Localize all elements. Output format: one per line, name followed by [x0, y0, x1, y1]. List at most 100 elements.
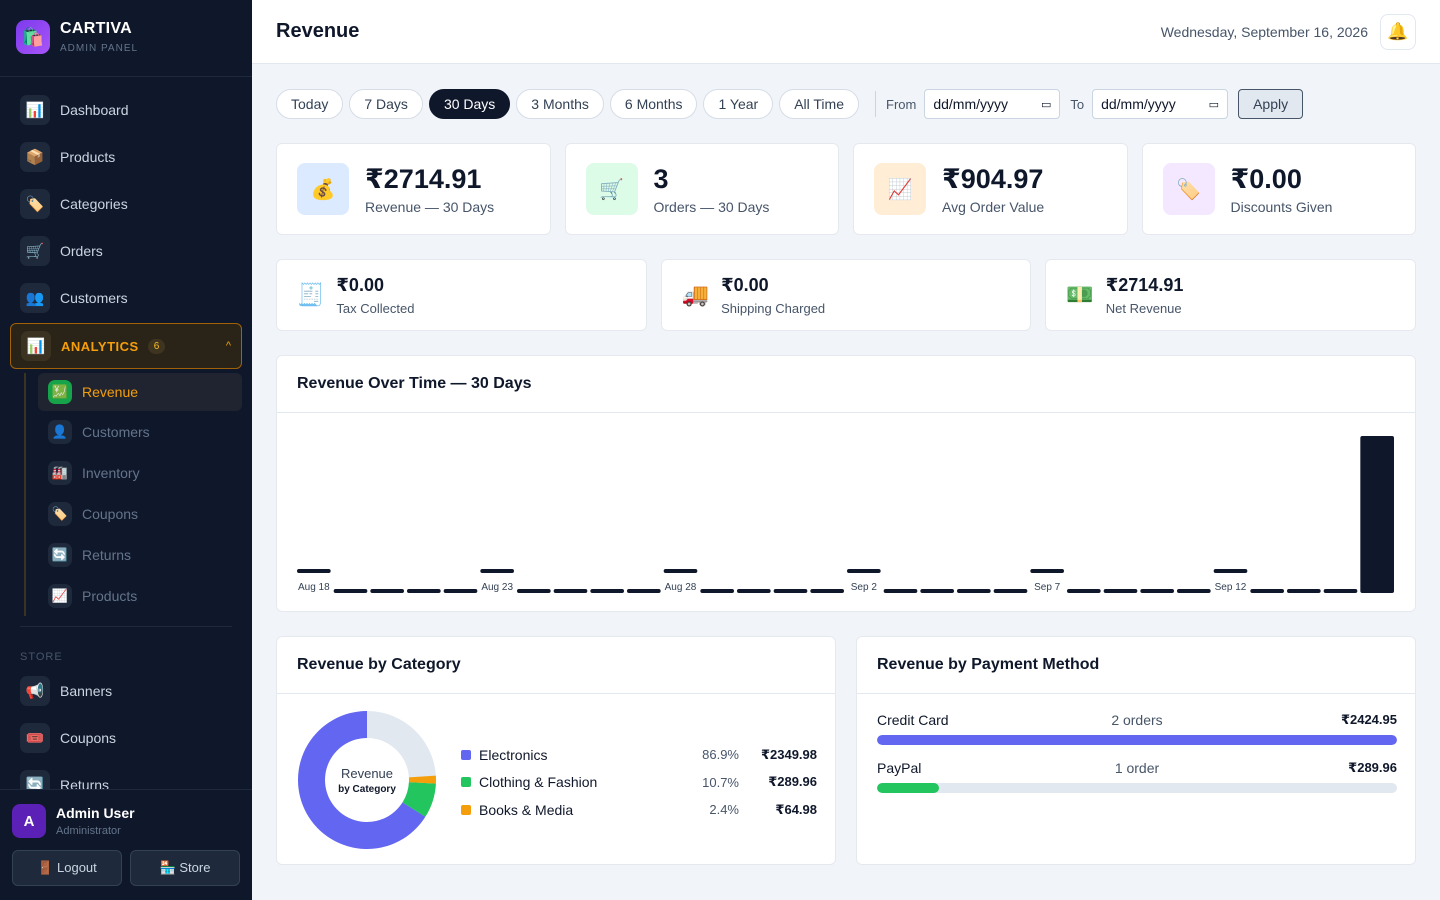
- logout-button[interactable]: 🚪 Logout: [12, 850, 122, 886]
- range-3-months-button[interactable]: 3 Months: [516, 89, 604, 119]
- donut-slice-electronics[interactable]: [298, 711, 426, 849]
- chart-icon: 📊: [21, 331, 51, 361]
- bell-icon[interactable]: 🔔: [1380, 13, 1416, 50]
- sidebar-group-analytics[interactable]: 📊 ANALYTICS 6 ^: [10, 323, 242, 369]
- sidebar-item-analytics-products[interactable]: 📈 Products: [38, 575, 242, 616]
- calendar-icon[interactable]: ▭: [1208, 98, 1220, 111]
- chart-icon: 📊: [20, 94, 50, 125]
- x-tick-label: Sep 2: [851, 582, 878, 593]
- sidebar-item-products[interactable]: 📦 Products: [0, 133, 252, 180]
- analytics-count-badge: 6: [147, 338, 166, 354]
- bar-sep-15[interactable]: [1323, 589, 1358, 593]
- bar-sep-4[interactable]: [920, 589, 954, 593]
- bar-aug-28[interactable]: [663, 569, 698, 573]
- sidebar-item-customers[interactable]: 👥 Customers: [0, 274, 252, 321]
- range-today-button[interactable]: Today: [276, 89, 344, 119]
- refresh-icon: 🔄: [48, 542, 72, 567]
- sidebar-item-label: Products: [82, 587, 138, 604]
- bar-aug-31[interactable]: [773, 589, 808, 593]
- bar-aug-20[interactable]: [370, 589, 404, 593]
- package-icon: 📦: [20, 141, 50, 172]
- filter-divider: [875, 91, 876, 117]
- bar-sep-3[interactable]: [883, 589, 918, 593]
- store-button[interactable]: 🏪 Store: [130, 850, 240, 886]
- bar-aug-25[interactable]: [553, 589, 588, 593]
- range-30-days-button[interactable]: 30 Days: [428, 89, 511, 119]
- bar-sep-6[interactable]: [993, 589, 1028, 593]
- sidebar-item-label: Products: [60, 148, 116, 165]
- sidebar-item-orders[interactable]: 🛒 Orders: [0, 227, 252, 274]
- range-7-days-button[interactable]: 7 Days: [349, 89, 423, 119]
- bar-aug-18[interactable]: [297, 569, 331, 573]
- bar-sep-16[interactable]: [1360, 436, 1394, 593]
- range-all-time-button[interactable]: All Time: [779, 89, 859, 119]
- megaphone-icon: 📢: [20, 675, 50, 706]
- x-tick-label: Sep 7: [1034, 582, 1061, 593]
- bar-sep-1[interactable]: [810, 589, 844, 593]
- bar-aug-29[interactable]: [700, 589, 734, 593]
- sidebar-item-analytics-customers[interactable]: 👤 Customers: [38, 411, 242, 452]
- donut-center-line1: Revenue: [340, 765, 394, 781]
- receipt-icon: 🧾: [297, 282, 325, 307]
- legend-row: Clothing & Fashion 10.7% ₹289.96: [461, 769, 817, 797]
- range-1-year-button[interactable]: 1 Year: [703, 89, 774, 119]
- legend-percent: 86.9%: [702, 747, 739, 763]
- analytics-subnav: 💹 Revenue 👤 Customers 🏭 Inventory 🏷️ Cou…: [24, 373, 242, 616]
- bar-aug-22[interactable]: [443, 589, 478, 593]
- sidebar-item-banners[interactable]: 📢 Banners: [0, 667, 252, 714]
- bar-sep-13[interactable]: [1250, 589, 1284, 593]
- bar-sep-8[interactable]: [1067, 589, 1101, 593]
- date-filters: Today 7 Days 30 Days 3 Months 6 Months 1…: [276, 89, 1304, 119]
- bar-aug-30[interactable]: [737, 589, 771, 593]
- sidebar-item-store-coupons[interactable]: 🎟️ Coupons: [0, 714, 252, 761]
- bar-sep-11[interactable]: [1177, 589, 1211, 593]
- sidebar-item-label: Categories: [60, 195, 128, 212]
- bar-sep-14[interactable]: [1287, 589, 1321, 593]
- x-tick-label: Aug 18: [298, 582, 330, 593]
- to-date-input[interactable]: dd/mm/yyyy ▭: [1092, 89, 1229, 119]
- brand[interactable]: 🛍️ CARTIVA ADMIN PANEL: [0, 0, 252, 77]
- bar-sep-5[interactable]: [957, 589, 991, 593]
- donut-slice-clothing[interactable]: [402, 782, 436, 817]
- stat-card-net-revenue: 💵 ₹2714.91 Net Revenue: [1045, 259, 1417, 331]
- cart-icon: 🛒: [20, 235, 50, 266]
- legend-swatch: [461, 777, 471, 788]
- category-donut: Revenue by Category: [297, 710, 437, 850]
- legend-name: Books & Media: [479, 801, 574, 818]
- user-name: Admin User: [56, 805, 135, 821]
- bar-sep-12[interactable]: [1213, 569, 1248, 573]
- user-profile[interactable]: A Admin User Administrator: [12, 804, 240, 838]
- calendar-icon[interactable]: ▭: [1040, 98, 1052, 111]
- sidebar-item-inventory[interactable]: 🏭 Inventory: [38, 452, 242, 493]
- tag-icon: 🏷️: [48, 501, 72, 526]
- stat-value: ₹2714.91: [1105, 274, 1184, 295]
- sidebar-item-revenue[interactable]: 💹 Revenue: [38, 373, 242, 411]
- range-6-months-button[interactable]: 6 Months: [609, 89, 698, 119]
- bar-aug-24[interactable]: [517, 589, 551, 593]
- sidebar-item-categories[interactable]: 🏷️ Categories: [0, 180, 252, 227]
- chevron-up-icon[interactable]: ^: [225, 340, 231, 352]
- stat-value: 3: [653, 163, 669, 194]
- bar-sep-10[interactable]: [1140, 589, 1174, 593]
- sidebar-item-analytics-coupons[interactable]: 🏷️ Coupons: [38, 493, 242, 534]
- apply-button[interactable]: Apply: [1238, 89, 1304, 119]
- sidebar-footer: A Admin User Administrator 🚪 Logout 🏪 St…: [0, 789, 252, 900]
- payment-row-paypal: PayPal 1 order ₹289.96: [877, 759, 1397, 793]
- bar-sep-7[interactable]: [1030, 569, 1064, 573]
- bar-aug-21[interactable]: [407, 589, 441, 593]
- sidebar-item-analytics-returns[interactable]: 🔄 Returns: [38, 534, 242, 575]
- legend-name: Electronics: [479, 746, 548, 763]
- sidebar: 🛍️ CARTIVA ADMIN PANEL 📊 Dashboard 📦 Pro…: [0, 0, 252, 900]
- bar-sep-2[interactable]: [847, 569, 881, 573]
- bar-aug-23[interactable]: [480, 569, 514, 573]
- bar-aug-26[interactable]: [590, 589, 624, 593]
- bar-aug-19[interactable]: [333, 589, 368, 593]
- cart-icon: 🛒: [585, 163, 638, 215]
- sidebar-item-dashboard[interactable]: 📊 Dashboard: [0, 86, 252, 133]
- from-date-input[interactable]: dd/mm/yyyy ▭: [924, 89, 1061, 119]
- legend-name: Clothing & Fashion: [479, 774, 598, 791]
- donut-slice-books[interactable]: [408, 775, 436, 784]
- bar-sep-9[interactable]: [1103, 589, 1138, 593]
- ticket-icon: 🎟️: [20, 722, 50, 753]
- bar-aug-27[interactable]: [627, 589, 661, 593]
